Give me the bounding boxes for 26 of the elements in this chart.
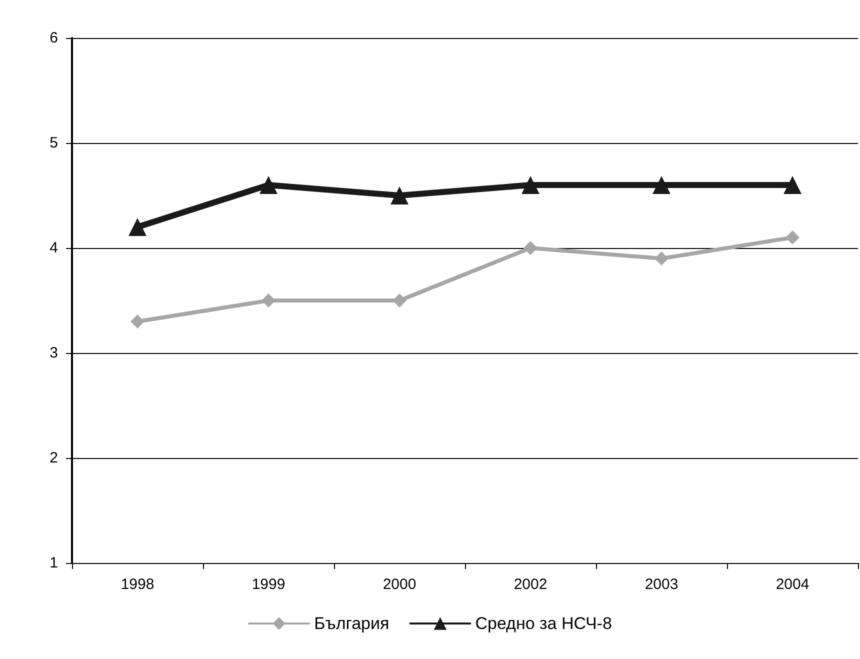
x-tick-label: 1999 (252, 576, 286, 593)
y-tick-label: 6 (50, 30, 58, 46)
x-tick-label: 2000 (382, 576, 416, 593)
legend-label: Средно за НСЧ-8 (475, 614, 612, 633)
point (390, 186, 408, 204)
y-tick-label: 5 (50, 134, 58, 152)
point (260, 176, 278, 194)
point (392, 294, 406, 308)
legend-label: България (314, 614, 390, 633)
point (128, 218, 146, 236)
y-tick-label: 1 (50, 554, 58, 572)
point (130, 314, 144, 328)
point (784, 176, 802, 194)
point (786, 230, 800, 244)
point (654, 252, 668, 266)
x-tick-label: 2004 (776, 576, 810, 593)
point (652, 176, 670, 194)
y-tick-label: 4 (50, 240, 58, 256)
point (522, 176, 540, 194)
x-tick-label: 2003 (644, 576, 678, 593)
x-tick-label: 2002 (514, 576, 548, 593)
point (524, 241, 538, 255)
point (262, 294, 276, 308)
y-tick-label: 2 (50, 450, 58, 466)
x-tick-label: 1998 (120, 576, 154, 593)
y-tick-label: 3 (50, 344, 58, 362)
